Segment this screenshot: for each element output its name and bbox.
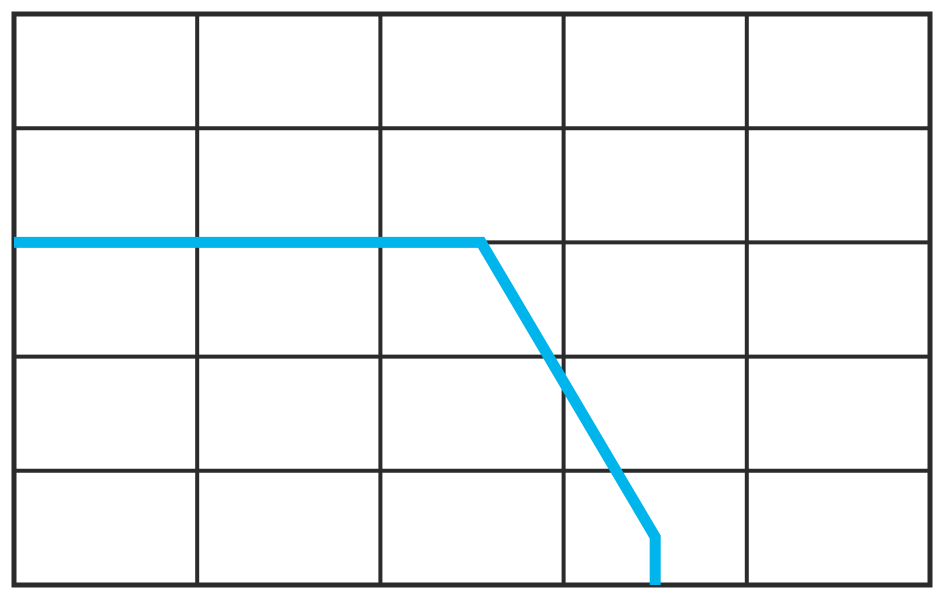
grid: [11, 11, 933, 588]
plot-border: [11, 11, 933, 588]
series-line: [14, 236, 661, 585]
series-layer: [14, 236, 661, 585]
